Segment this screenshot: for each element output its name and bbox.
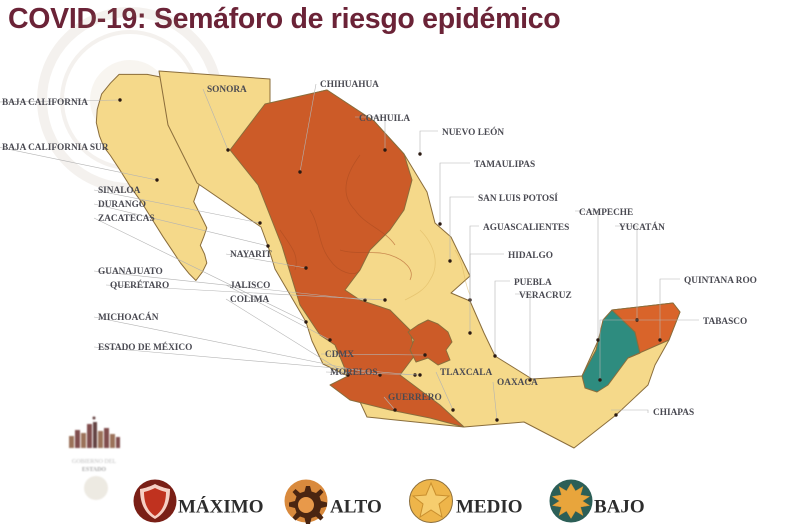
svg-text:TLAXCALA: TLAXCALA: [440, 368, 492, 378]
svg-text:MÁXIMO: MÁXIMO: [178, 495, 263, 517]
svg-text:NAYARIT: NAYARIT: [230, 250, 272, 260]
svg-text:ESTADO: ESTADO: [82, 467, 107, 473]
svg-text:QUERÉTARO: QUERÉTARO: [110, 279, 169, 291]
svg-text:TABASCO: TABASCO: [703, 317, 747, 327]
svg-text:ZACATECAS: ZACATECAS: [98, 214, 155, 224]
svg-text:MEDIO: MEDIO: [456, 496, 523, 517]
svg-text:ESTADO DE MÉXICO: ESTADO DE MÉXICO: [98, 341, 192, 353]
svg-text:SAN LUIS POTOSÍ: SAN LUIS POTOSÍ: [478, 192, 558, 204]
svg-text:YUCATÁN: YUCATÁN: [619, 221, 665, 233]
svg-text:CHIHUAHUA: CHIHUAHUA: [320, 80, 379, 90]
svg-text:CDMX: CDMX: [325, 350, 354, 360]
svg-text:SONORA: SONORA: [207, 85, 247, 95]
svg-text:PUEBLA: PUEBLA: [514, 278, 552, 288]
svg-text:COAHUILA: COAHUILA: [359, 114, 410, 124]
svg-text:VERACRUZ: VERACRUZ: [519, 291, 572, 301]
svg-text:MICHOACÁN: MICHOACÁN: [98, 311, 159, 323]
svg-text:OAXACA: OAXACA: [497, 378, 538, 388]
svg-text:GUANAJUATO: GUANAJUATO: [98, 267, 163, 277]
svg-text:QUINTANA ROO: QUINTANA ROO: [684, 276, 757, 286]
svg-text:TAMAULIPAS: TAMAULIPAS: [474, 160, 535, 170]
svg-text:BAJA CALIFORNIA: BAJA CALIFORNIA: [2, 98, 88, 108]
svg-text:GUERRERO: GUERRERO: [388, 393, 442, 403]
svg-text:DURANGO: DURANGO: [98, 200, 146, 210]
svg-text:BAJA CALIFORNIA SUR: BAJA CALIFORNIA SUR: [2, 143, 109, 153]
svg-text:GOBIERNO DEL: GOBIERNO DEL: [72, 459, 116, 465]
svg-text:MORELOS: MORELOS: [330, 368, 378, 378]
svg-text:JALISCO: JALISCO: [230, 281, 270, 291]
svg-text:COLIMA: COLIMA: [230, 295, 270, 305]
svg-text:NUEVO LEÓN: NUEVO LEÓN: [442, 126, 504, 138]
svg-text:HIDALGO: HIDALGO: [508, 251, 553, 261]
svg-text:SINALOA: SINALOA: [98, 186, 141, 196]
svg-text:ALTO: ALTO: [330, 496, 382, 517]
svg-text:BAJO: BAJO: [594, 496, 645, 517]
svg-text:CAMPECHE: CAMPECHE: [579, 208, 633, 218]
svg-text:CHIAPAS: CHIAPAS: [653, 408, 694, 418]
svg-text:AGUASCALIENTES: AGUASCALIENTES: [483, 223, 569, 233]
